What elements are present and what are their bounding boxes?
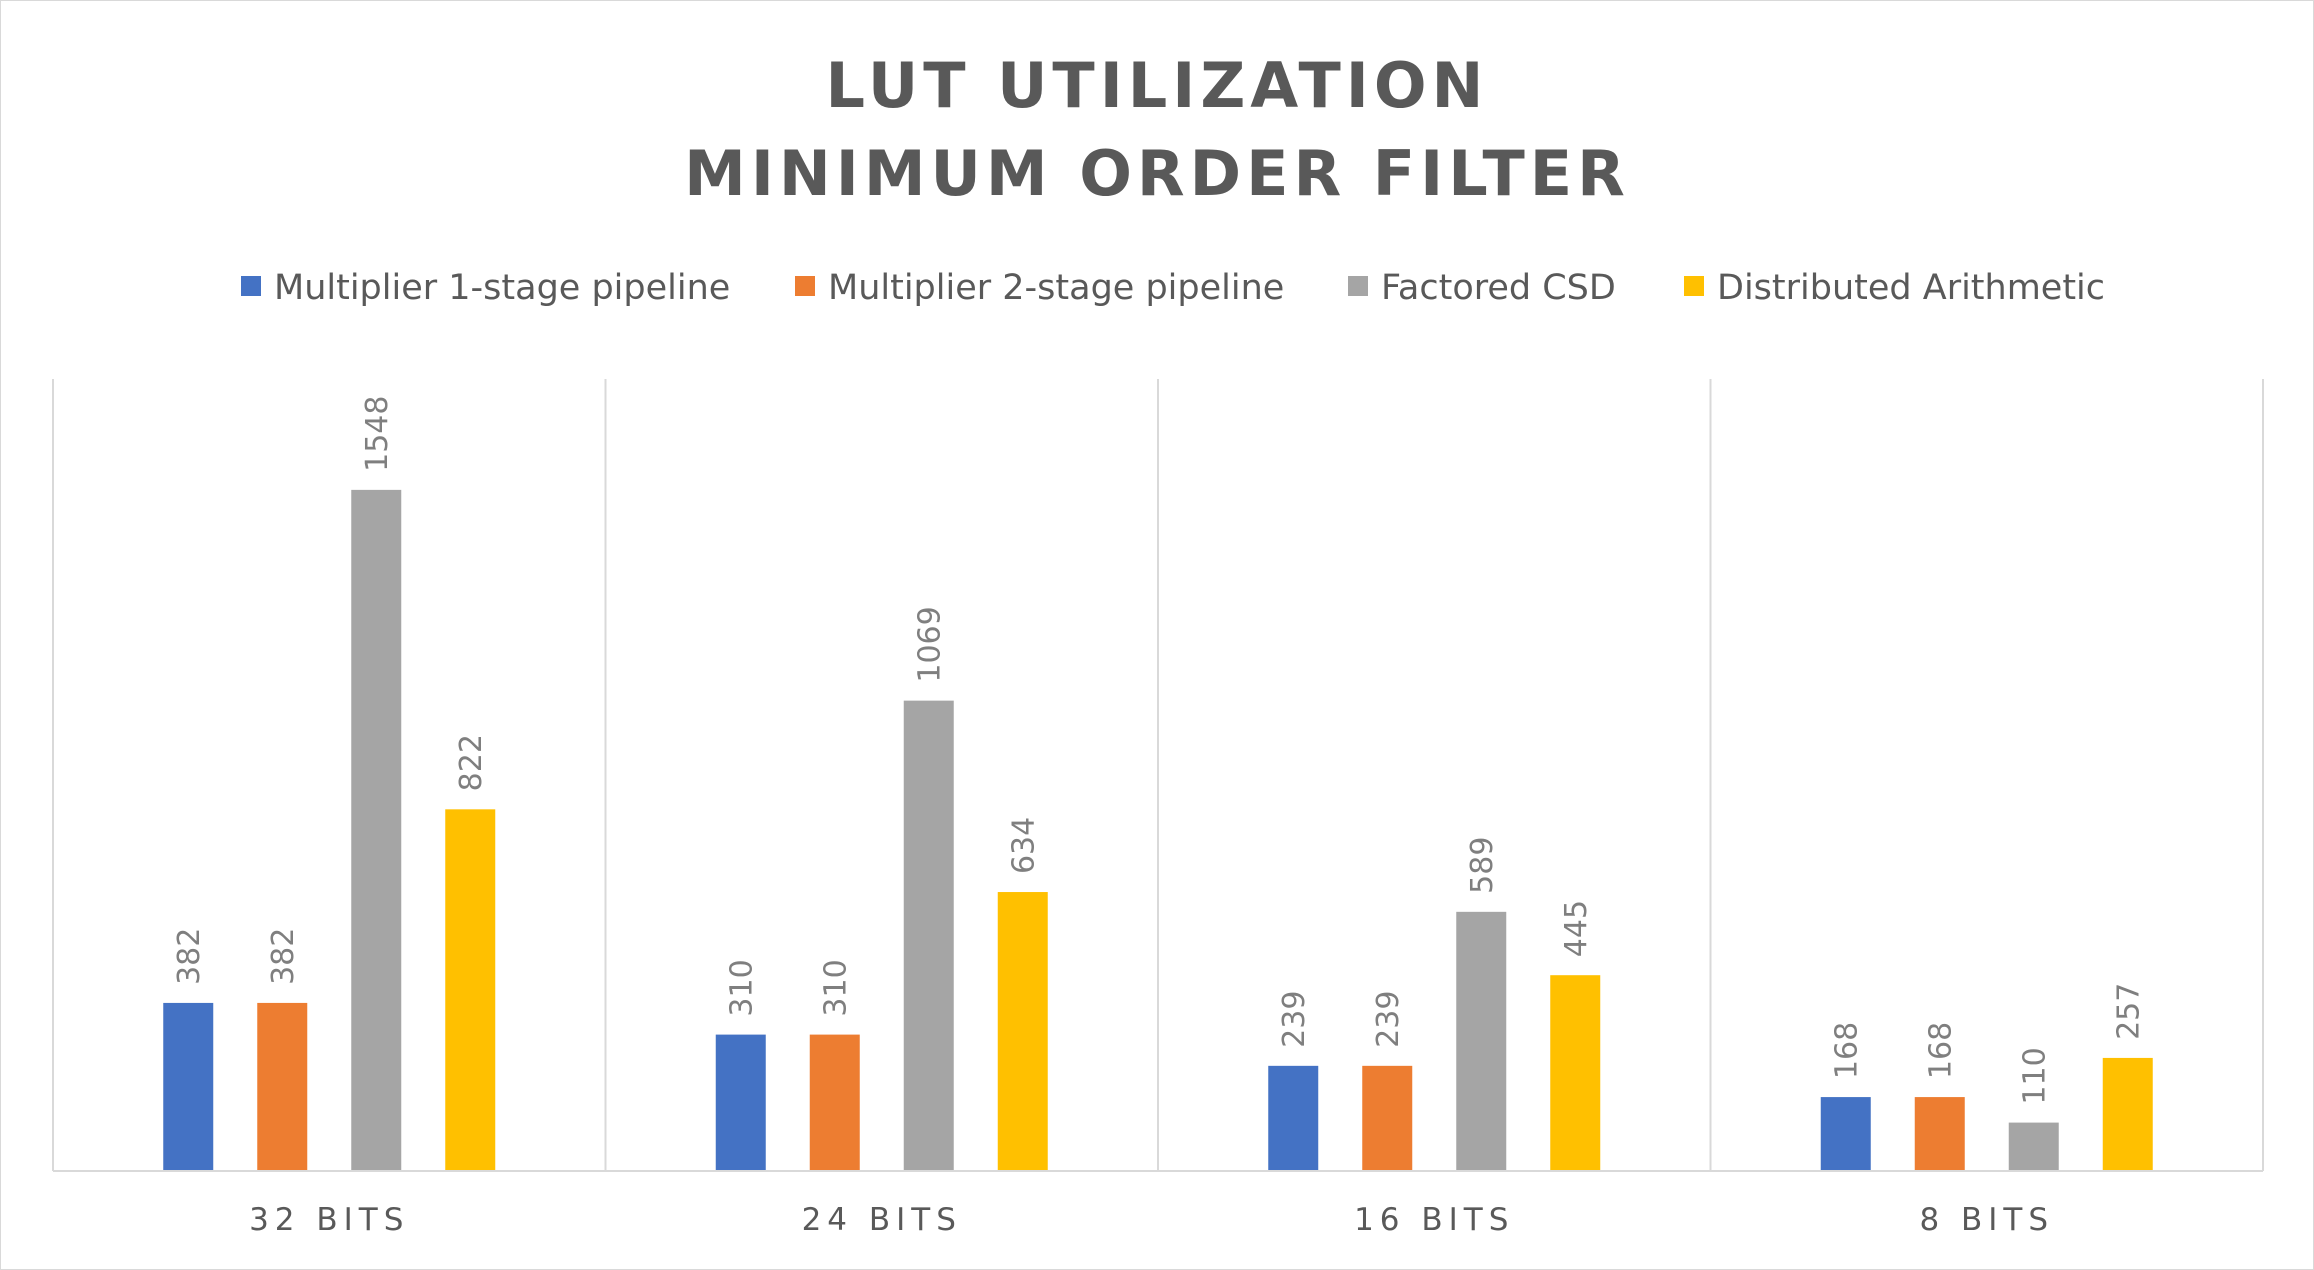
data-label-multiplier-2-stage-pipeline-32-bits: 382 [266,928,301,985]
bar-multiplier-1-stage-pipeline-24-bits [715,1034,766,1171]
legend-item-distributed-arithmetic: Distributed Arithmetic [1684,268,2105,308]
legend: Multiplier 1-stage pipeline Multiplier 2-… [241,268,2105,308]
chart-title-line-1: LUT UTILIZATION [826,49,1489,122]
data-label-multiplier-1-stage-pipeline-8-bits: 168 [1830,1022,1865,1079]
data-label-distributed-arithmetic-8-bits: 257 [2112,983,2147,1040]
category-separators [52,379,2264,1171]
bar-multiplier-1-stage-pipeline-16-bits [1268,1065,1319,1171]
data-label-factored-csd-8-bits: 110 [2018,1047,2053,1104]
bar-factored-csd-8-bits [2008,1122,2059,1171]
x-tick-label-24-bits: 24 BITS [802,1202,962,1238]
legend-label: Multiplier 2-stage pipeline [828,268,1284,308]
x-axis: 32 BITS 24 BITS 16 BITS 8 BITS [53,1170,2263,1238]
legend-item-multiplier-1-stage-pipeline: Multiplier 1-stage pipeline [241,268,730,308]
bar-multiplier-2-stage-pipeline-16-bits [1362,1065,1413,1171]
x-tick-label-8-bits: 8 BITS [1919,1202,2054,1238]
data-label-multiplier-2-stage-pipeline-16-bits: 239 [1371,991,1406,1048]
data-label-factored-csd-16-bits: 589 [1465,837,1500,894]
bar-multiplier-2-stage-pipeline-32-bits [257,1002,308,1171]
data-label-distributed-arithmetic-32-bits: 822 [454,734,489,791]
legend-item-factored-csd: Factored CSD [1348,268,1616,308]
data-label-distributed-arithmetic-16-bits: 445 [1559,900,1594,957]
bar-factored-csd-32-bits [351,489,402,1171]
bar-distributed-arithmetic-16-bits [1550,975,1601,1171]
legend-label: Distributed Arithmetic [1717,268,2105,308]
data-label-distributed-arithmetic-24-bits: 634 [1007,817,1042,874]
bar-multiplier-2-stage-pipeline-24-bits [809,1034,860,1171]
data-labels: 382 382 1548 822 310 310 1069 634 239 239 589 445 16… [172,396,2147,1105]
legend-swatch [795,276,815,296]
bar-factored-csd-24-bits [903,700,954,1171]
bar-distributed-arithmetic-32-bits [445,809,496,1171]
bar-distributed-arithmetic-8-bits [2102,1057,2153,1171]
bar-multiplier-2-stage-pipeline-8-bits [1914,1097,1965,1171]
data-label-factored-csd-32-bits: 1548 [360,396,395,472]
data-label-multiplier-1-stage-pipeline-24-bits: 310 [725,959,760,1016]
x-tick-label-32-bits: 32 BITS [249,1202,409,1238]
chart-title: LUT UTILIZATION MINIMUM ORDER FILTER [684,49,1630,210]
bar-multiplier-1-stage-pipeline-32-bits [163,1002,214,1171]
legend-label: Multiplier 1-stage pipeline [274,268,730,308]
data-label-multiplier-2-stage-pipeline-24-bits: 310 [819,959,854,1016]
chart-title-line-2: MINIMUM ORDER FILTER [684,137,1630,210]
data-label-multiplier-1-stage-pipeline-16-bits: 239 [1277,991,1312,1048]
legend-swatch [1684,276,1704,296]
legend-item-multiplier-2-stage-pipeline: Multiplier 2-stage pipeline [795,268,1284,308]
data-label-multiplier-2-stage-pipeline-8-bits: 168 [1924,1022,1959,1079]
x-tick-label-16-bits: 16 BITS [1354,1202,1514,1238]
bar-distributed-arithmetic-24-bits [997,892,1048,1171]
bars [163,489,2153,1171]
bar-factored-csd-16-bits [1456,911,1507,1171]
legend-swatch [1348,276,1368,296]
bar-multiplier-1-stage-pipeline-8-bits [1820,1097,1871,1171]
legend-label: Factored CSD [1381,268,1616,308]
legend-swatch [241,276,261,296]
data-label-factored-csd-24-bits: 1069 [913,606,948,682]
data-label-multiplier-1-stage-pipeline-32-bits: 382 [172,928,207,985]
